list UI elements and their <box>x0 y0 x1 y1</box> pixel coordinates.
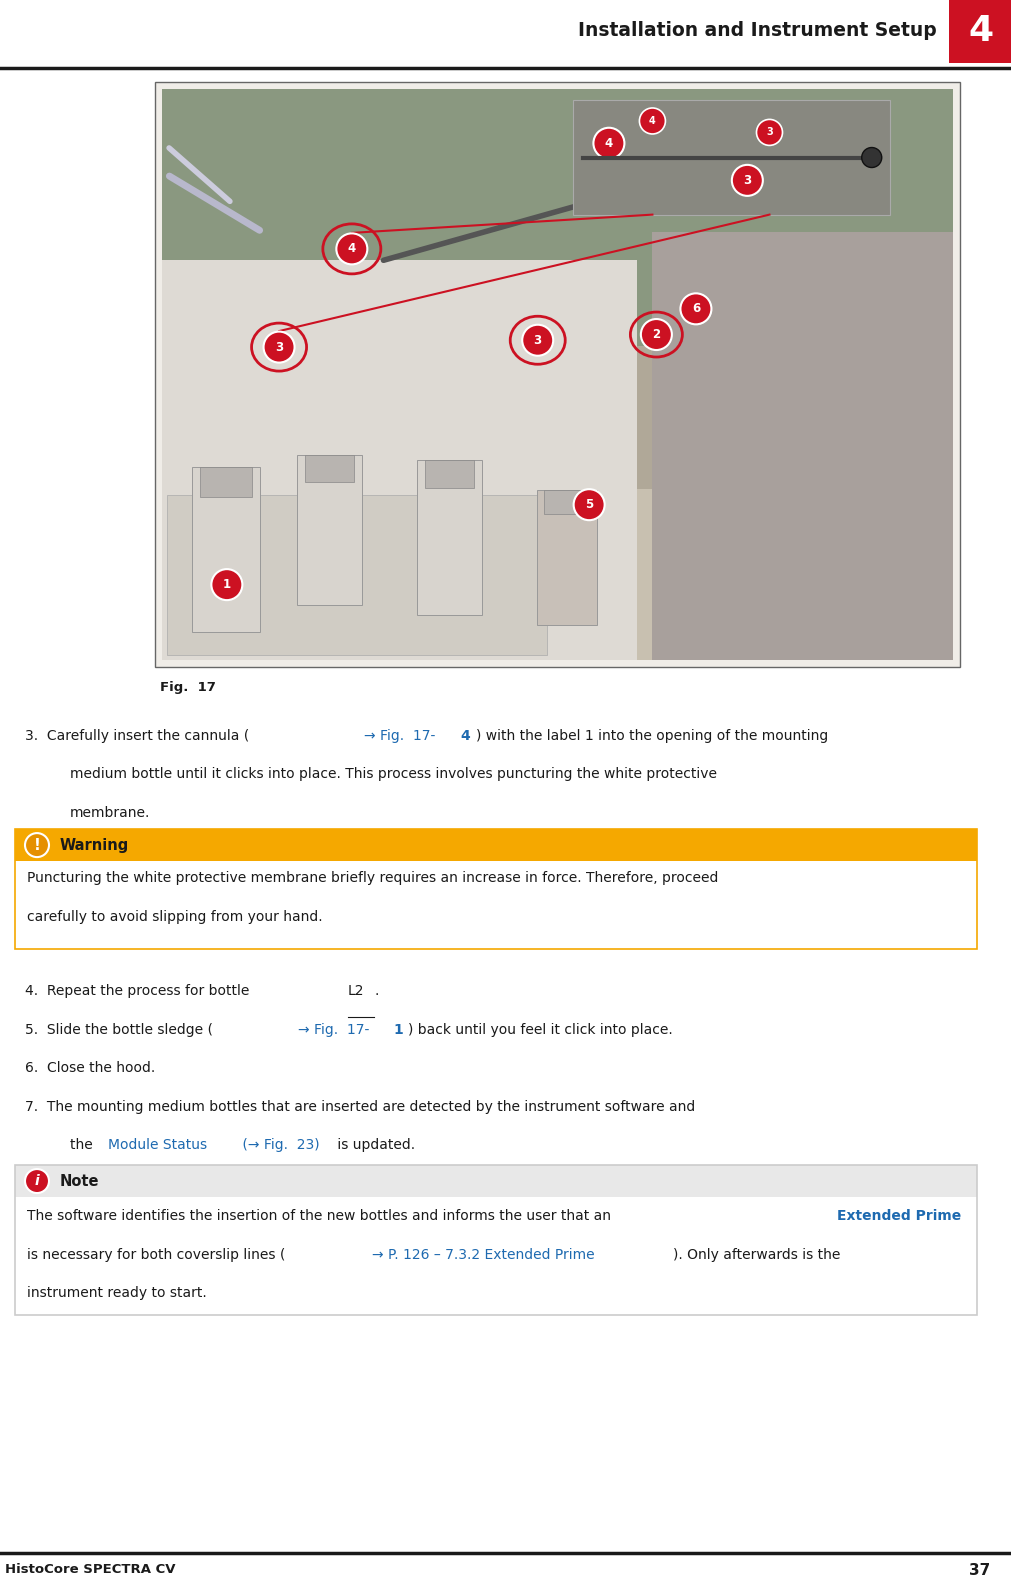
Text: 5: 5 <box>584 498 592 510</box>
Bar <box>652 231 952 660</box>
Text: 2: 2 <box>652 329 660 341</box>
Text: !: ! <box>33 837 40 853</box>
Circle shape <box>336 233 367 265</box>
Text: 1: 1 <box>392 1022 402 1037</box>
Circle shape <box>640 319 671 349</box>
Text: ) back until you feel it click into place.: ) back until you feel it click into plac… <box>407 1022 672 1037</box>
Circle shape <box>731 164 762 196</box>
Bar <box>296 455 362 605</box>
Circle shape <box>756 120 782 145</box>
Text: is updated.: is updated. <box>333 1139 415 1152</box>
Text: 5.  Slide the bottle sledge (: 5. Slide the bottle sledge ( <box>25 1022 212 1037</box>
FancyArrowPatch shape <box>169 148 229 201</box>
Text: 4: 4 <box>648 116 655 126</box>
Text: → Fig.  17-: → Fig. 17- <box>364 729 435 743</box>
Text: 4: 4 <box>460 729 469 743</box>
Circle shape <box>592 128 624 160</box>
Text: L2: L2 <box>348 984 364 998</box>
Circle shape <box>263 332 294 362</box>
Text: medium bottle until it clicks into place. This process involves puncturing the w: medium bottle until it clicks into place… <box>70 767 716 782</box>
Text: 3: 3 <box>742 174 750 187</box>
Text: Fig.  17: Fig. 17 <box>160 681 215 694</box>
Circle shape <box>639 108 665 134</box>
Text: → P. 126 – 7.3.2 Extended Prime: → P. 126 – 7.3.2 Extended Prime <box>372 1247 594 1262</box>
Text: ). Only afterwards is the: ). Only afterwards is the <box>672 1247 839 1262</box>
Bar <box>155 81 959 667</box>
Text: Module Status: Module Status <box>108 1139 207 1152</box>
Bar <box>15 829 976 861</box>
Text: HistoCore SPECTRA CV: HistoCore SPECTRA CV <box>5 1563 175 1576</box>
Text: instrument ready to start.: instrument ready to start. <box>27 1286 206 1300</box>
Bar <box>417 459 481 616</box>
Text: Extended Prime: Extended Prime <box>836 1209 960 1223</box>
Circle shape <box>25 833 49 857</box>
Bar <box>948 0 1011 62</box>
Circle shape <box>573 490 604 520</box>
Text: 4: 4 <box>605 137 613 150</box>
Text: → Fig.  17-: → Fig. 17- <box>297 1022 369 1037</box>
Bar <box>304 455 354 482</box>
Bar <box>15 1164 976 1198</box>
Text: 3: 3 <box>275 341 283 354</box>
Text: 3: 3 <box>765 128 772 137</box>
FancyArrowPatch shape <box>169 175 260 230</box>
Bar <box>162 89 952 346</box>
Bar <box>192 467 260 632</box>
Text: 3: 3 <box>533 333 541 346</box>
Text: 4.  Repeat the process for bottle: 4. Repeat the process for bottle <box>25 984 254 998</box>
Circle shape <box>861 147 881 167</box>
Text: Installation and Instrument Setup: Installation and Instrument Setup <box>577 21 936 40</box>
Text: The software identifies the insertion of the new bottles and informs the user th: The software identifies the insertion of… <box>27 1209 615 1223</box>
Text: 7.  The mounting medium bottles that are inserted are detected by the instrument: 7. The mounting medium bottles that are … <box>25 1099 695 1113</box>
Bar <box>537 490 596 625</box>
Bar <box>200 467 252 496</box>
Text: Puncturing the white protective membrane briefly requires an increase in force. : Puncturing the white protective membrane… <box>27 871 718 885</box>
Text: Note: Note <box>60 1174 99 1188</box>
Text: i: i <box>34 1174 39 1188</box>
Text: the: the <box>70 1139 97 1152</box>
Bar <box>573 100 889 215</box>
Bar <box>162 488 952 660</box>
Text: 6: 6 <box>692 303 700 316</box>
Circle shape <box>679 293 711 324</box>
Bar <box>162 346 952 488</box>
Text: 4: 4 <box>967 14 992 48</box>
Text: .: . <box>374 984 378 998</box>
Text: Warning: Warning <box>60 837 129 853</box>
Text: is necessary for both coverslip lines (: is necessary for both coverslip lines ( <box>27 1247 285 1262</box>
Bar <box>167 494 546 656</box>
Bar <box>162 260 636 660</box>
Text: 6.  Close the hood.: 6. Close the hood. <box>25 1061 155 1075</box>
Text: 1: 1 <box>222 577 231 592</box>
Bar <box>15 1164 976 1314</box>
Circle shape <box>836 116 862 142</box>
Text: (→ Fig.  23): (→ Fig. 23) <box>238 1139 319 1152</box>
Text: membrane.: membrane. <box>70 805 151 820</box>
Circle shape <box>211 569 242 600</box>
Bar <box>544 490 589 514</box>
Text: ) with the label 1 into the opening of the mounting: ) with the label 1 into the opening of t… <box>475 729 827 743</box>
Bar <box>425 459 474 488</box>
Text: 3.  Carefully insert the cannula (: 3. Carefully insert the cannula ( <box>25 729 249 743</box>
Text: 4: 4 <box>348 242 356 255</box>
Circle shape <box>25 1169 49 1193</box>
Circle shape <box>522 325 553 356</box>
Text: 37: 37 <box>968 1563 989 1577</box>
Text: carefully to avoid slipping from your hand.: carefully to avoid slipping from your ha… <box>27 909 323 924</box>
Bar <box>15 1198 976 1314</box>
Bar <box>15 829 976 949</box>
Bar <box>15 861 976 949</box>
